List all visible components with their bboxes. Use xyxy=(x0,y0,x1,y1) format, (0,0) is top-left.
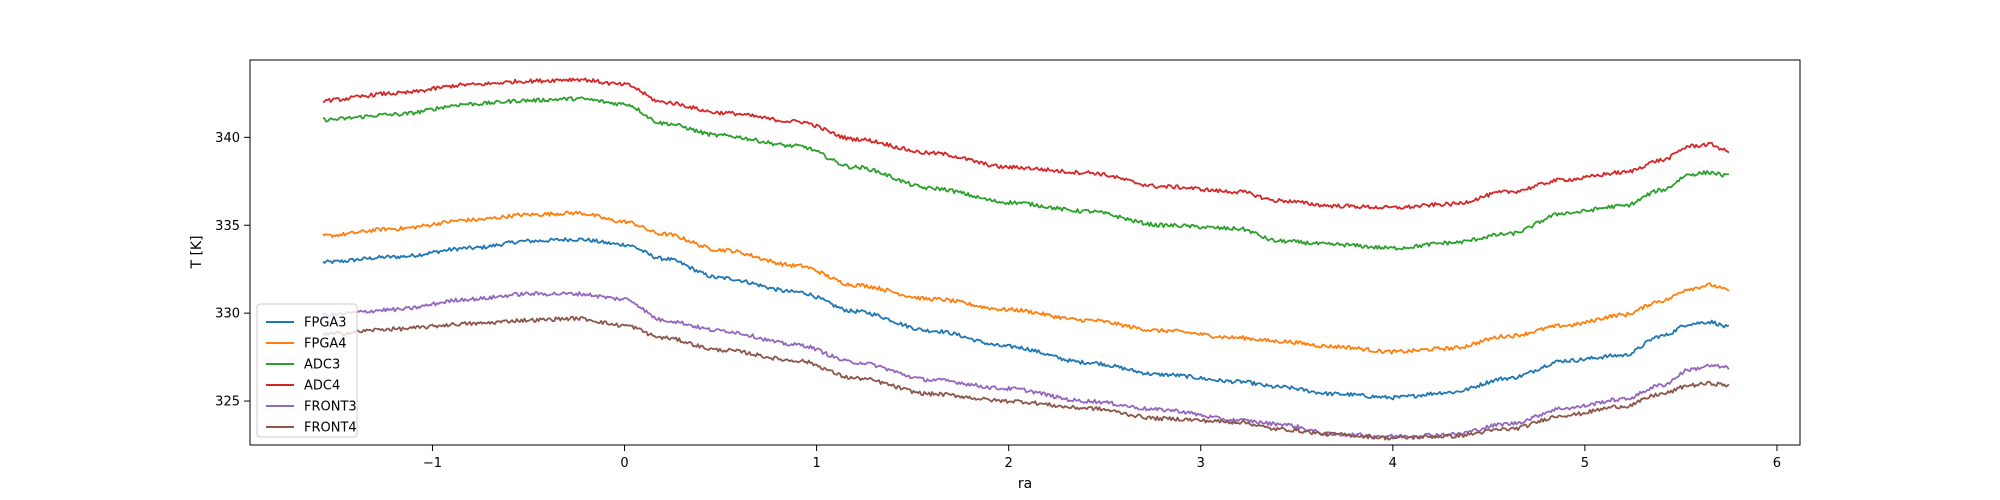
series-line-adc4 xyxy=(322,77,1730,210)
y-tick-label: 325 xyxy=(215,395,240,410)
series-layer xyxy=(322,77,1730,441)
y-tick-label: 335 xyxy=(215,219,240,234)
legend-label-front4: FRONT4 xyxy=(304,421,357,436)
x-tick-label: 6 xyxy=(1773,456,1781,471)
series-line-adc3 xyxy=(322,96,1730,251)
legend-label-fpga4: FPGA4 xyxy=(304,337,347,352)
x-tick-label: −1 xyxy=(423,456,442,471)
x-tick-label: 3 xyxy=(1197,456,1205,471)
series-line-fpga3 xyxy=(322,237,1730,401)
x-axis: −1 0 1 2 3 4 5 6 xyxy=(423,445,1781,471)
x-tick-label: 4 xyxy=(1389,456,1397,471)
series-line-front4 xyxy=(322,315,1730,441)
y-tick-label: 330 xyxy=(215,307,240,322)
series-line-front3 xyxy=(322,291,1730,439)
legend-label-adc3: ADC3 xyxy=(304,358,340,373)
legend-label-adc4: ADC4 xyxy=(304,379,340,394)
y-tick-label: 340 xyxy=(215,131,240,146)
x-axis-label: ra xyxy=(1018,476,1032,492)
x-tick-label: 0 xyxy=(620,456,628,471)
x-tick-label: 2 xyxy=(1005,456,1013,471)
legend: FPGA3 FPGA4 ADC3 ADC4 FRONT3 FRONT4 xyxy=(256,303,358,438)
legend-label-front3: FRONT3 xyxy=(304,400,357,415)
legend-frame xyxy=(256,303,358,438)
x-tick-label: 1 xyxy=(812,456,820,471)
y-axis-label: T [K] xyxy=(189,235,205,269)
legend-label-fpga3: FPGA3 xyxy=(304,316,347,331)
x-tick-label: 5 xyxy=(1581,456,1589,471)
y-axis: 325 330 335 340 xyxy=(215,131,250,410)
series-line-fpga4 xyxy=(322,210,1730,355)
plot-area xyxy=(249,59,1801,446)
